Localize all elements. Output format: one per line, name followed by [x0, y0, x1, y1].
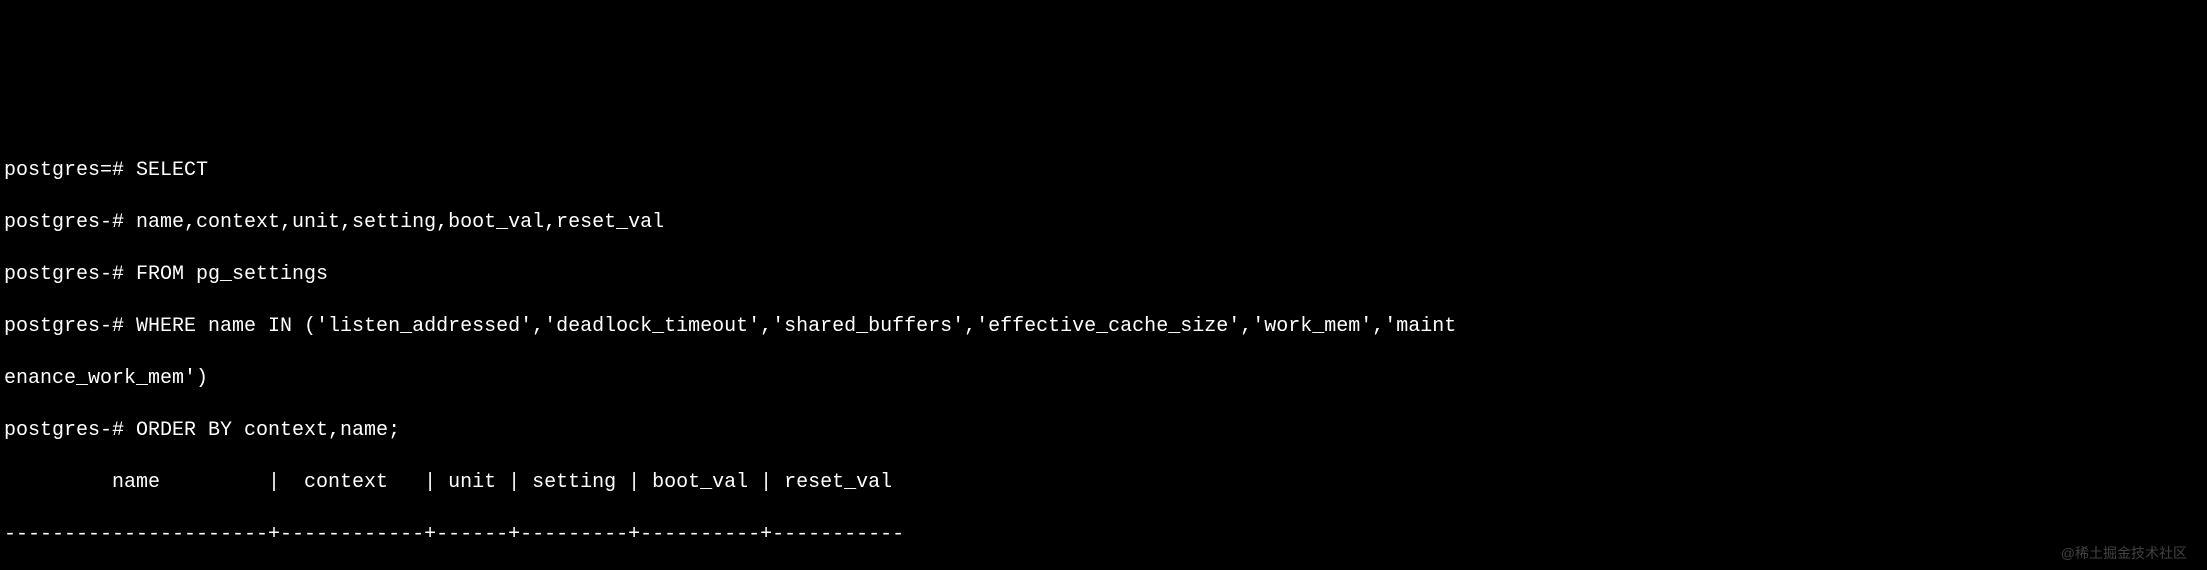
query-line: postgres-# ORDER BY context,name;: [4, 418, 2203, 444]
query-line: postgres=# SELECT: [4, 158, 2203, 184]
watermark-text: @稀土掘金技术社区: [2061, 544, 2187, 562]
query-line: enance_work_mem'): [4, 366, 2203, 392]
query-line: postgres-# name,context,unit,setting,boo…: [4, 210, 2203, 236]
table-divider: ----------------------+------------+----…: [4, 522, 2203, 548]
query-line: postgres-# WHERE name IN ('listen_addres…: [4, 314, 2203, 340]
query-line: postgres-# FROM pg_settings: [4, 262, 2203, 288]
table-header: name | context | unit | setting | boot_v…: [4, 470, 2203, 496]
terminal-output: postgres=# SELECT postgres-# name,contex…: [0, 130, 2207, 570]
